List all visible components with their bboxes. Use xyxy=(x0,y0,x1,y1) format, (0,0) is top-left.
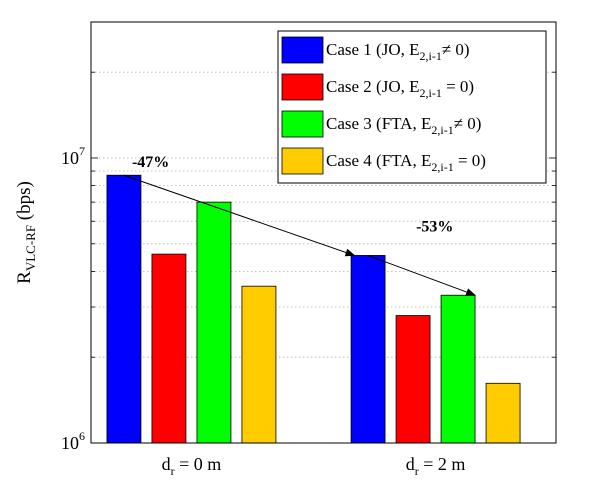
legend-label-case2: Case 2 (JO, E2,i-1 = 0) xyxy=(326,77,474,100)
y-tick-label: 106 xyxy=(61,429,85,453)
legend-swatch-case4 xyxy=(281,147,324,175)
legend-label-case3: Case 3 (FTA, E2,i-1≠ 0) xyxy=(326,114,481,137)
annotation-label: -47% xyxy=(132,154,169,171)
legend-swatch-case2 xyxy=(281,73,324,101)
y-tick-label: 107 xyxy=(61,144,85,168)
bar-case1-cat2 xyxy=(350,255,386,444)
legend: Case 1 (JO, E2,i-1≠ 0) Case 2 (JO, E2,i-1… xyxy=(277,30,547,184)
legend-swatch-case1 xyxy=(281,36,324,64)
legend-label-case1: Case 1 (JO, E2,i-1≠ 0) xyxy=(326,40,470,63)
bars xyxy=(106,174,521,444)
bar-case2-cat2 xyxy=(395,315,431,444)
legend-label-case4: Case 4 (FTA, E2,i-1 = 0) xyxy=(326,151,486,174)
legend-swatch-case3 xyxy=(281,110,324,138)
x-category-label: dr = 0 m xyxy=(162,454,222,478)
y-axis-ticks: 106 107 xyxy=(61,21,556,453)
bar-case1-cat1 xyxy=(106,174,142,444)
bar-case3-cat1 xyxy=(196,201,232,444)
annotations: -47% -53% xyxy=(123,154,477,296)
annotation-arrow xyxy=(367,254,477,296)
x-category-label: dr = 2 m xyxy=(406,454,466,478)
x-axis-labels: dr = 0 m dr = 2 m xyxy=(162,454,466,478)
bar-case4-cat2 xyxy=(485,382,521,444)
bar-case2-cat1 xyxy=(151,253,187,444)
plot-frame xyxy=(90,21,557,444)
y-axis-title: RVLC-RF (bps) xyxy=(14,181,38,284)
annotation-arrow xyxy=(123,174,356,257)
annotation-label: -53% xyxy=(416,218,453,235)
y-axis-label: RVLC-RF (bps) xyxy=(14,181,38,284)
bar-case3-cat2 xyxy=(440,294,476,444)
bar-case4-cat1 xyxy=(241,285,277,444)
